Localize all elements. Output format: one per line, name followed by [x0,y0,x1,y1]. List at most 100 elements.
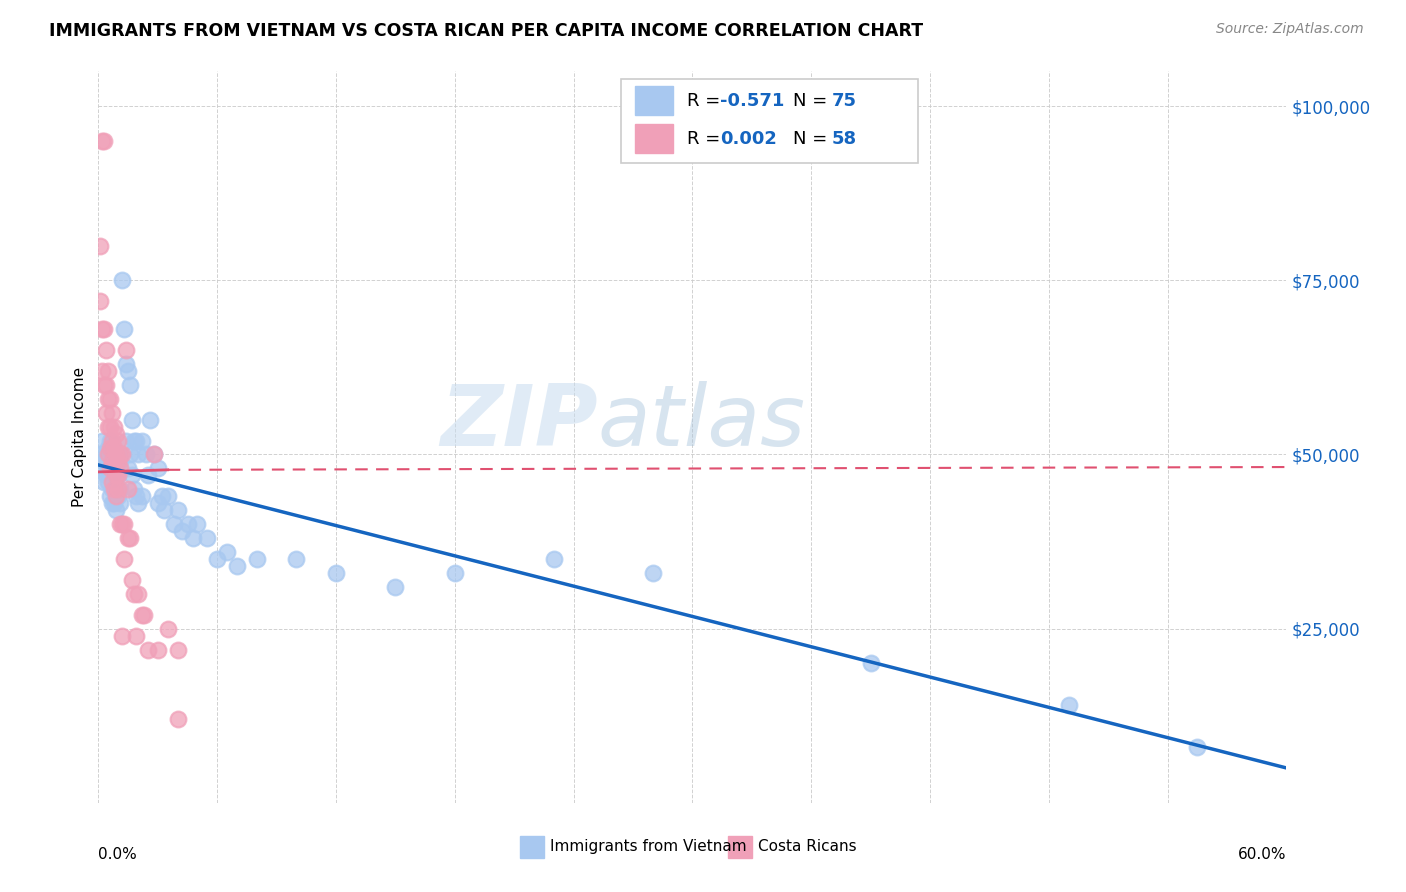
Point [108,454,131,468]
Point [101,475,124,490]
Point [105,483,128,497]
Point [105,503,128,517]
Point [105,426,128,441]
Bar [520,836,544,858]
Point [142,448,165,462]
Point [98,461,121,475]
Point [89,238,111,252]
Point [163,517,186,532]
Text: R =: R = [686,92,725,110]
Point [170,524,193,538]
Point [103,475,125,490]
Point [125,629,148,643]
Point [108,448,131,462]
Point [325,566,347,580]
Point [103,496,125,510]
Point [152,503,174,517]
Point [146,461,169,475]
Point [107,468,129,483]
Point [120,531,142,545]
Point [91,322,114,336]
Text: Costa Ricans: Costa Ricans [758,839,856,855]
Point [91,134,114,148]
Point [131,489,153,503]
Point [115,343,138,357]
Point [91,364,114,378]
Point [96,377,118,392]
Point [105,454,128,468]
Point [107,483,129,497]
Point [125,489,148,503]
Point [103,448,125,462]
Bar [728,836,752,858]
Point [111,273,134,287]
Point [96,448,118,462]
Point [444,566,467,580]
Point [111,629,134,643]
Point [146,496,169,510]
FancyBboxPatch shape [621,78,918,163]
Point [91,434,114,448]
Point [122,587,145,601]
Point [166,503,188,517]
Point [122,483,145,497]
Point [176,517,198,532]
Point [108,483,131,497]
Point [641,566,664,580]
Text: Source: ZipAtlas.com: Source: ZipAtlas.com [1216,22,1364,37]
Point [107,489,129,503]
Point [146,642,169,657]
Point [195,531,218,545]
Point [111,517,134,532]
Point [135,448,157,462]
Point [112,517,135,532]
Point [112,552,135,566]
Point [108,517,131,532]
Point [97,392,120,406]
Point [97,448,120,462]
Point [97,364,120,378]
Text: -0.571: -0.571 [720,92,785,110]
Text: N =: N = [793,92,834,110]
Point [166,712,188,726]
Point [111,448,134,462]
Text: 58: 58 [831,129,856,148]
Point [101,496,124,510]
Point [205,552,228,566]
Point [89,448,111,462]
Point [105,489,128,503]
Point [217,545,239,559]
Point [115,434,138,448]
Bar [636,86,673,115]
Point [142,448,165,462]
Point [93,322,115,336]
Point [120,377,142,392]
Point [139,412,162,426]
Point [98,468,121,483]
Point [166,642,188,657]
Point [112,322,135,336]
Point [98,441,121,455]
Point [107,454,129,468]
Point [96,406,118,420]
Point [93,377,115,392]
Point [103,461,125,475]
Text: IMMIGRANTS FROM VIETNAM VS COSTA RICAN PER CAPITA INCOME CORRELATION CHART: IMMIGRANTS FROM VIETNAM VS COSTA RICAN P… [49,22,924,40]
Point [98,434,121,448]
Text: 0.0%: 0.0% [98,847,138,862]
Text: 0.002: 0.002 [720,129,776,148]
Point [117,483,139,497]
Point [103,483,125,497]
Point [127,448,149,462]
Point [98,489,121,503]
Point [105,468,128,483]
Point [117,531,139,545]
Point [120,448,142,462]
Point [101,454,124,468]
Point [183,531,205,545]
Text: 75: 75 [831,92,856,110]
Point [136,642,159,657]
Point [121,412,143,426]
Point [93,475,115,490]
Point [107,434,129,448]
